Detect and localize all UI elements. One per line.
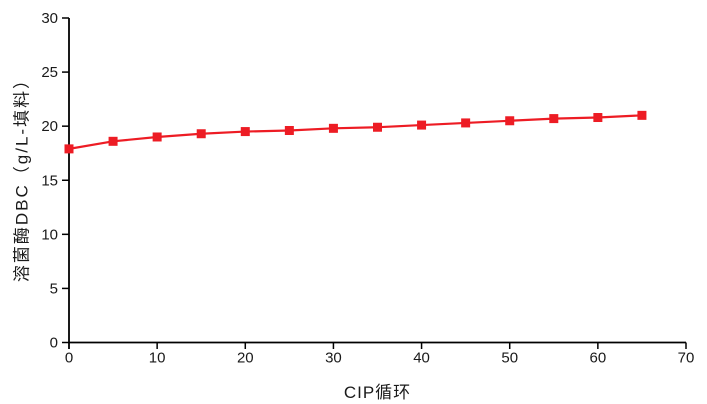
x-tick-label: 60 (590, 350, 607, 367)
series-line (68, 114, 642, 150)
x-tick-label: 40 (413, 350, 430, 367)
x-tick-label: 0 (65, 350, 73, 367)
data-point-marker (417, 120, 427, 130)
data-point-marker (284, 125, 294, 135)
data-point-marker (461, 118, 471, 128)
y-axis-title: 溶菌酶DBC（g/L-填料） (12, 69, 32, 283)
y-tick-label: 5 (50, 280, 58, 297)
x-axis-title: CIP循环 (343, 383, 412, 402)
y-tick-label: 0 (50, 335, 58, 352)
data-point-marker (637, 110, 647, 120)
data-point-marker (64, 144, 74, 154)
data-point-marker (108, 136, 118, 146)
data-point-marker (196, 129, 206, 139)
data-point-marker (373, 122, 382, 132)
y-tick-label: 10 (41, 226, 58, 243)
x-tick-label: 50 (501, 350, 518, 367)
x-tick-label: 30 (325, 350, 342, 367)
x-tick-label: 20 (237, 350, 254, 367)
y-tick-label: 20 (41, 118, 58, 135)
data-point-marker (240, 127, 250, 137)
x-tick-label: 70 (678, 350, 695, 367)
data-point-marker (593, 113, 603, 123)
data-point-marker (505, 116, 515, 126)
data-point-marker (152, 132, 162, 142)
data-point-marker (328, 123, 338, 133)
y-tick-label: 25 (41, 64, 58, 81)
y-tick-label: 30 (41, 10, 58, 27)
y-tick-label: 15 (41, 172, 58, 189)
data-point-marker (549, 114, 559, 124)
x-tick-label: 10 (149, 350, 166, 367)
